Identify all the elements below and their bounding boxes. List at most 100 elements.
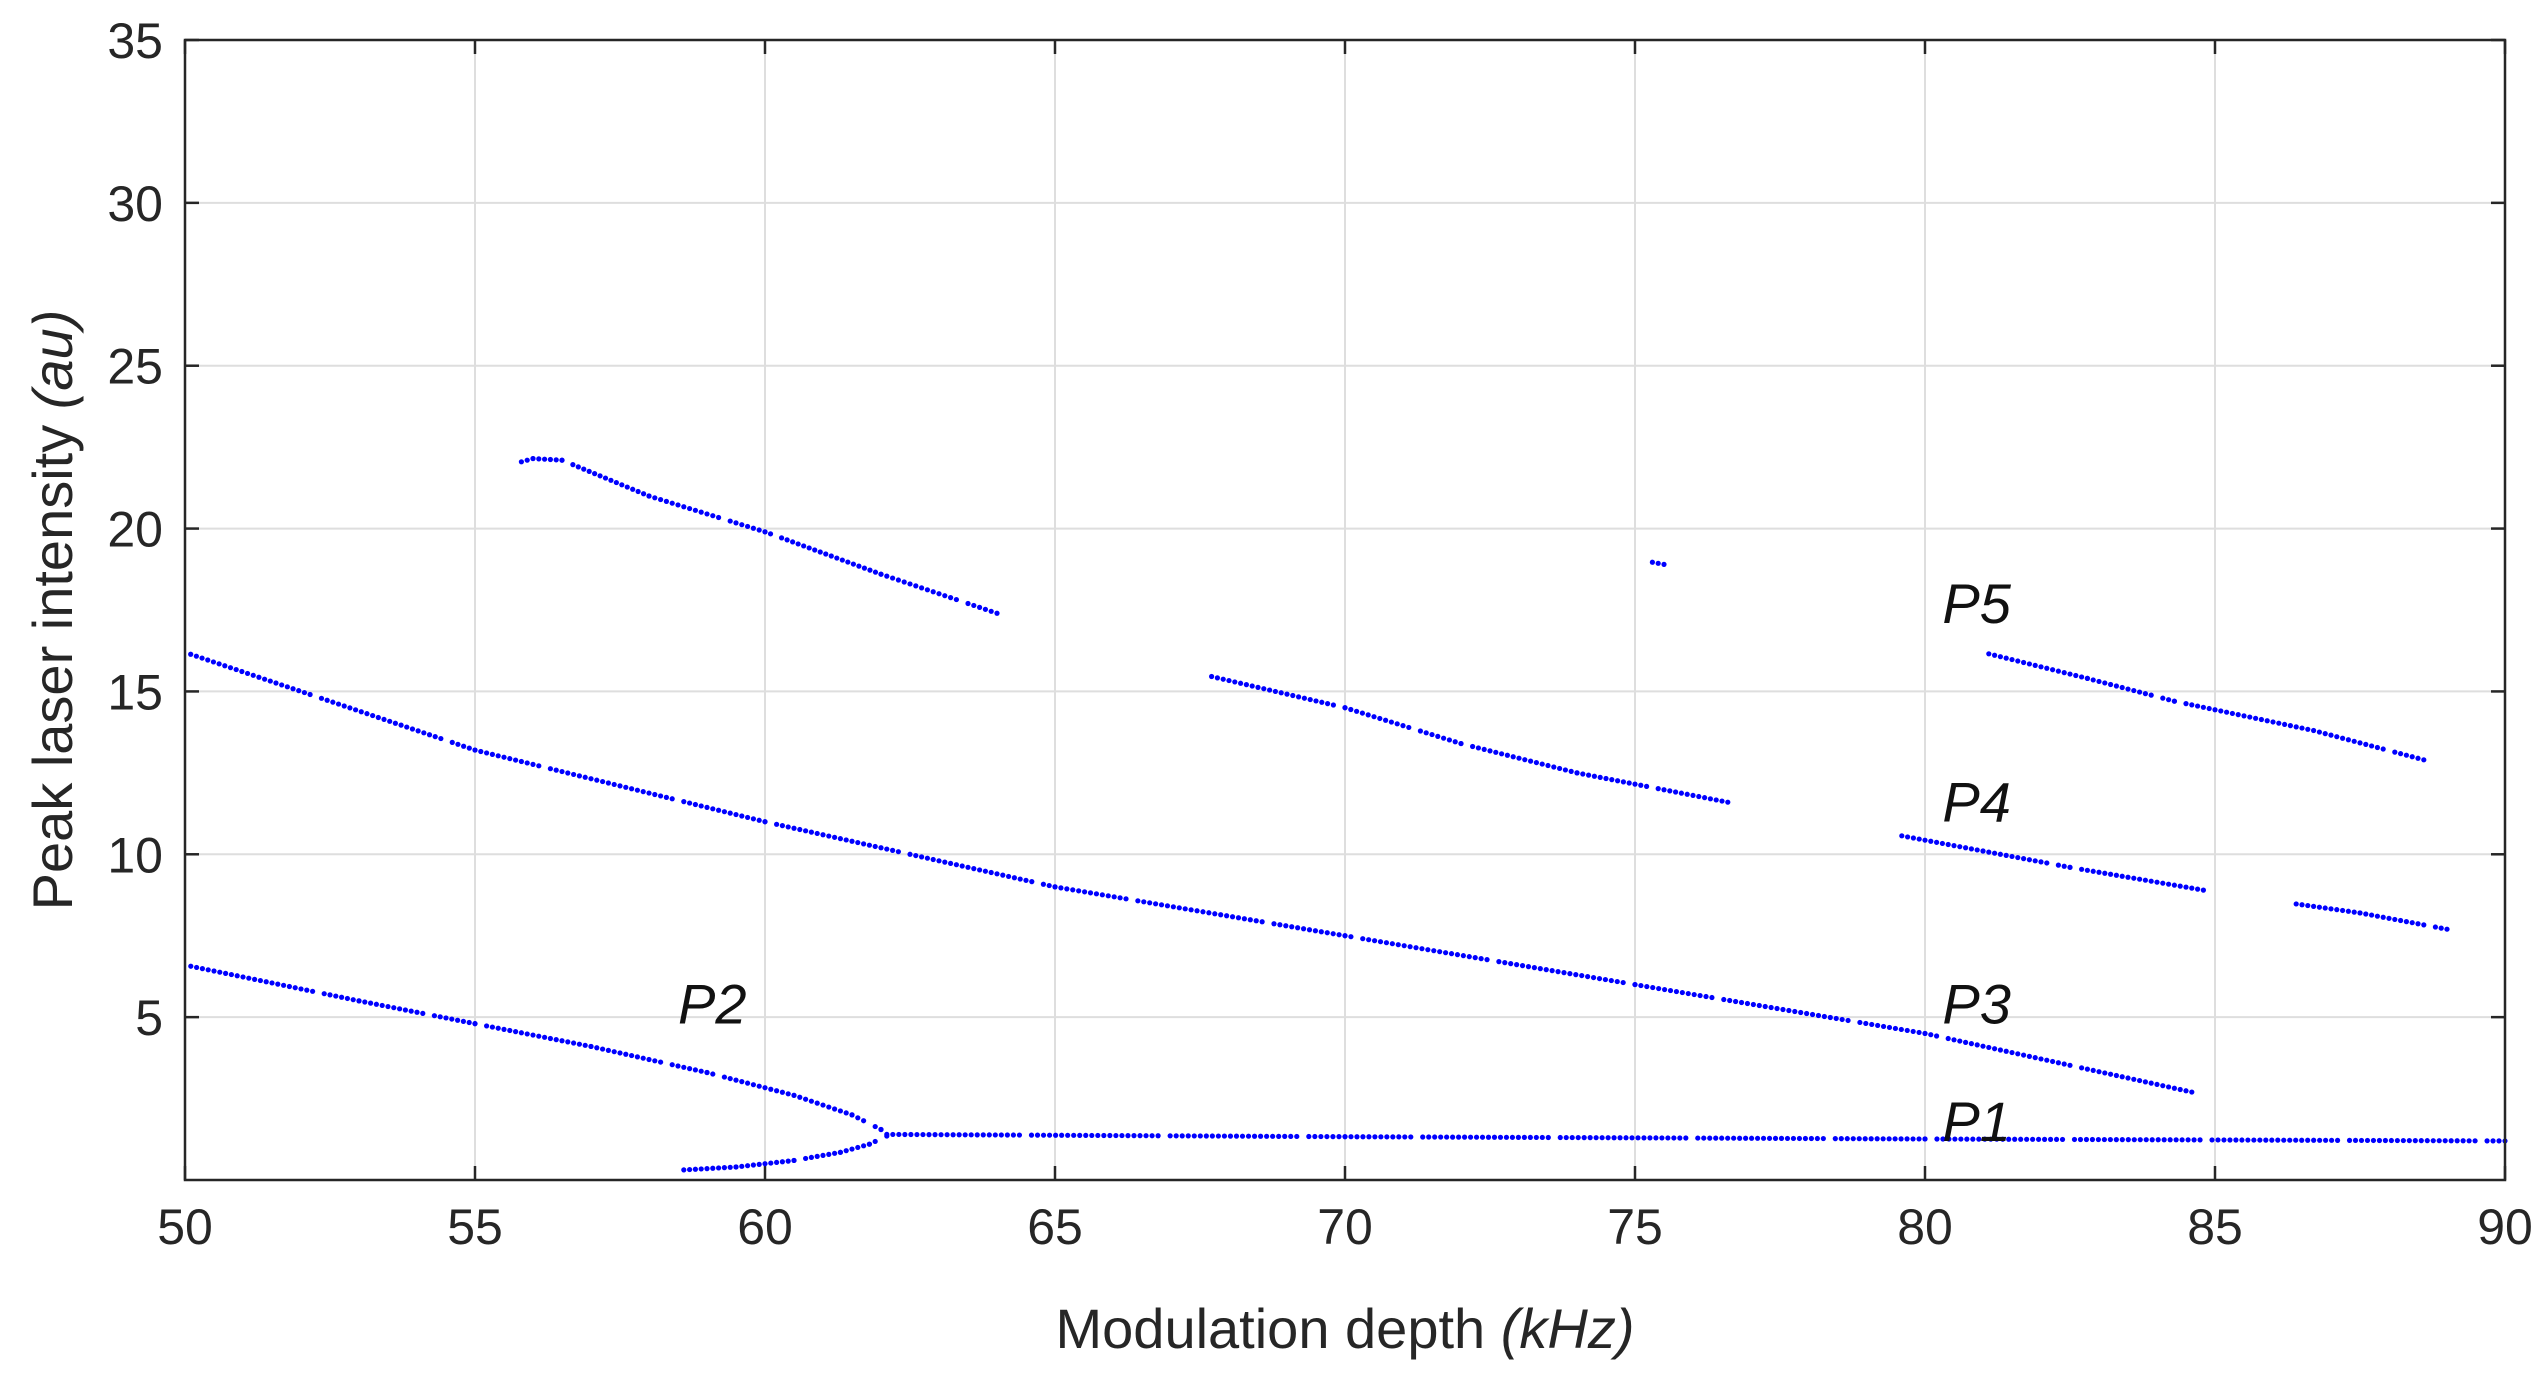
data-point [472,747,478,753]
x-tick-label: 70 [1317,1199,1373,1255]
data-point [1450,1134,1456,1140]
data-point [2161,1137,2167,1143]
data-point [2148,878,2154,884]
data-point [2215,1137,2221,1143]
data-point [586,468,592,474]
data-point [2021,1052,2027,1058]
data-point [1649,559,1655,565]
data-point [1467,1134,1474,1140]
data-point [1185,1133,1191,1139]
data-point [565,1039,571,1045]
data-point [1922,1030,1928,1037]
data-point [240,974,246,980]
data-point [1221,1133,1228,1139]
data-point [301,689,308,696]
data-point [1880,1136,1886,1142]
data-point [843,1148,849,1154]
data-point [1040,1132,1047,1138]
data-point [2119,1074,2125,1080]
data-point [1137,1133,1143,1139]
data-point [1377,939,1384,945]
data-point [466,1019,472,1026]
data-point [1365,712,1371,718]
data-point [1632,981,1638,988]
data-point [768,1160,774,1166]
data-point [750,1082,757,1088]
data-point [536,456,542,462]
data-point [1016,1132,1023,1138]
data-point [2369,912,2375,918]
x-tick-label: 80 [1897,1199,1953,1255]
data-point [1233,1133,1240,1139]
data-point [1569,1134,1575,1141]
data-point [1255,684,1261,690]
data-point [2392,749,2398,755]
data-point [1762,1003,1768,1010]
data-point [2055,668,2061,674]
data-point [1348,934,1354,940]
data-point [812,547,818,553]
data-point [956,1132,962,1138]
data-point [1232,679,1238,685]
data-point [318,695,325,701]
data-point [408,1008,414,1014]
data-point [2388,1137,2394,1144]
data-point [1271,921,1277,927]
data-point [330,699,336,705]
data-point [1312,1133,1318,1140]
data-point [1778,1135,1785,1141]
data-point [2077,1136,2084,1143]
data-point [1892,1025,1899,1032]
data-point [1448,951,1455,957]
data-point [790,539,796,545]
data-point [756,1161,762,1167]
data-point [2026,857,2032,863]
data-point [1514,962,1520,968]
data-point [205,657,211,663]
data-point [1371,938,1378,944]
data-point [1563,1134,1569,1141]
series-p2-upper-branch [188,963,890,1137]
data-point [1454,952,1461,958]
data-point [2444,926,2450,932]
x-axis-label: Modulation depth (kHz) [1056,1297,1635,1360]
data-point [1727,997,1733,1004]
data-point [878,1126,884,1133]
data-point [1515,1134,1522,1140]
data-point [1665,1135,1671,1141]
data-point [1951,843,1957,849]
data-point [1325,701,1331,707]
data-point [2258,716,2264,723]
data-point [1503,1134,1510,1140]
data-point [1988,1136,1994,1142]
data-point [774,821,780,827]
data-point [1599,1135,1605,1141]
data-point [2200,704,2206,710]
data-point [872,569,879,575]
data-point [449,739,455,745]
data-point [2245,1137,2251,1143]
data-point [1557,1134,1563,1141]
data-point [1378,1134,1384,1140]
data-point [669,1062,675,1068]
data-point [571,1040,577,1046]
x-tick-label: 85 [2187,1199,2243,1255]
data-point [762,819,768,825]
data-point [2218,708,2224,714]
data-point [602,475,609,481]
data-point [2212,707,2218,713]
data-point [431,1013,437,1019]
data-point [1814,1135,1820,1142]
data-point [1010,1132,1017,1138]
data-point [1958,1136,1964,1142]
data-point [2334,907,2340,913]
data-point [2059,1136,2066,1143]
data-point [1277,922,1283,928]
data-point [942,593,948,599]
data-point [339,994,345,1000]
data-point [1721,996,1727,1003]
data-point [1407,944,1413,950]
data-point [1076,888,1082,894]
data-point [1743,1135,1749,1141]
data-point [2036,1136,2042,1142]
